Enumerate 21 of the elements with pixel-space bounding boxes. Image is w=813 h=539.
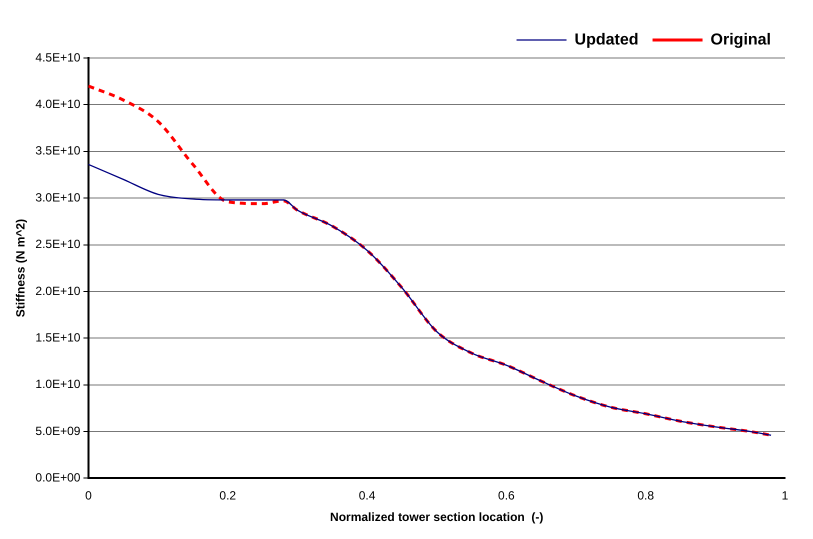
y-tick-label: 3.0E+10 (35, 190, 81, 204)
y-tick-label: 1.0E+10 (35, 377, 81, 392)
y-tick-label: 5.0E+09 (35, 424, 81, 438)
x-tick-label: 0 (85, 488, 92, 503)
x-axis-title: Normalized tower section location (-) (330, 510, 544, 524)
y-tick-label: 4.5E+10 (35, 50, 81, 64)
y-tick-label: 0.0E+00 (35, 470, 81, 485)
x-tick-label: 0.2 (219, 488, 236, 503)
legend-label: Updated (574, 31, 639, 48)
line-series (88, 164, 772, 436)
x-tick-label: 1 (782, 488, 789, 503)
y-tick-label: 2.0E+10 (35, 284, 81, 298)
y-tick-label: 1.5E+10 (35, 330, 81, 344)
y-tick-label: 4.0E+10 (35, 97, 81, 111)
y-tick-label: 3.5E+10 (35, 144, 81, 158)
x-tick-label: 0.8 (637, 488, 654, 503)
x-tick-label: 0.6 (498, 488, 516, 503)
x-tick-label: 0.4 (358, 488, 376, 503)
legend-label: Original (710, 31, 771, 48)
y-axis-title: Stiffness (N m^2) (14, 218, 28, 318)
y-tick-label: 2.5E+10 (35, 237, 81, 252)
